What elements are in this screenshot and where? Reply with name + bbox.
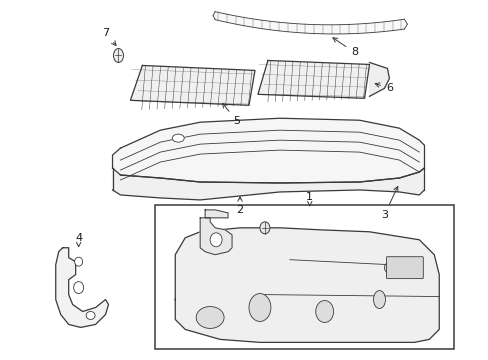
- Text: 6: 6: [374, 83, 392, 93]
- FancyBboxPatch shape: [386, 257, 423, 279]
- Polygon shape: [369, 62, 388, 96]
- Polygon shape: [56, 248, 108, 328]
- Ellipse shape: [74, 282, 83, 293]
- Ellipse shape: [75, 257, 82, 266]
- Ellipse shape: [260, 222, 269, 234]
- Polygon shape: [258, 60, 369, 98]
- Text: 2: 2: [236, 197, 243, 215]
- Text: 7: 7: [102, 28, 116, 45]
- Text: 1: 1: [305, 192, 313, 206]
- Ellipse shape: [196, 306, 224, 328]
- Text: 5: 5: [222, 103, 240, 126]
- Polygon shape: [130, 66, 254, 105]
- Polygon shape: [200, 218, 232, 255]
- Text: 4: 4: [75, 233, 82, 247]
- Polygon shape: [205, 210, 227, 218]
- Ellipse shape: [86, 311, 95, 319]
- Ellipse shape: [113, 49, 123, 62]
- Ellipse shape: [373, 291, 385, 309]
- Ellipse shape: [384, 259, 413, 276]
- Text: 3: 3: [380, 186, 397, 220]
- Ellipse shape: [315, 301, 333, 323]
- Ellipse shape: [172, 134, 184, 142]
- Ellipse shape: [210, 233, 222, 247]
- Polygon shape: [112, 118, 424, 183]
- Polygon shape: [175, 228, 438, 342]
- Text: 8: 8: [332, 38, 357, 58]
- Ellipse shape: [248, 293, 270, 321]
- Polygon shape: [112, 168, 424, 200]
- Bar: [155, 205, 453, 349]
